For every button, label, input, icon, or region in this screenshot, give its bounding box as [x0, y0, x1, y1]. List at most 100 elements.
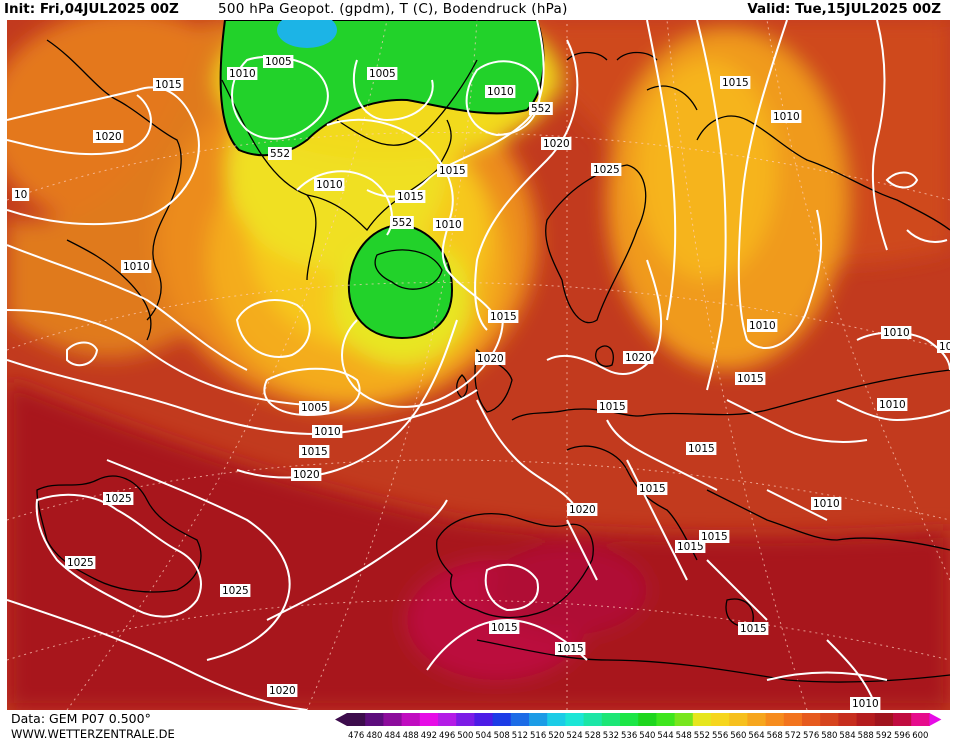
legend-value: 476 — [348, 731, 364, 741]
legend-swatch — [820, 713, 839, 726]
isobar-label: 1020 — [475, 352, 506, 365]
legend-swatch — [383, 713, 403, 726]
svg-text:1005: 1005 — [265, 56, 292, 68]
svg-text:1010: 1010 — [852, 698, 879, 710]
legend-value: 520 — [548, 731, 564, 741]
isobar-label: 1015 — [555, 642, 586, 655]
svg-text:1010: 1010 — [883, 327, 910, 339]
svg-text:552: 552 — [392, 217, 412, 229]
legend-value: 484 — [384, 731, 400, 741]
legend-value: 556 — [712, 731, 728, 741]
isobar-label: 1005 — [367, 67, 398, 80]
isobar-label: 1020 — [567, 503, 598, 516]
svg-text:1025: 1025 — [222, 585, 249, 597]
legend-value: 500 — [457, 731, 473, 741]
legend-value: 480 — [366, 731, 382, 741]
svg-text:1020: 1020 — [543, 138, 570, 150]
legend-swatch — [911, 713, 930, 726]
svg-text:1005: 1005 — [301, 402, 328, 414]
legend-swatch — [401, 713, 421, 726]
legend-value: 492 — [421, 731, 437, 741]
legend-value: 568 — [767, 731, 783, 741]
svg-text:10: 10 — [939, 341, 950, 353]
legend-arrow-right — [929, 713, 942, 726]
isobar-label: 1015 — [153, 78, 184, 91]
isobar-label: 1015 — [720, 76, 751, 89]
svg-text:1025: 1025 — [593, 164, 620, 176]
svg-text:1020: 1020 — [95, 131, 122, 143]
legend-swatch — [583, 713, 603, 726]
init-time: Init: Fri,04JUL2025 00Z — [4, 1, 179, 17]
legend-value: 596 — [894, 731, 910, 741]
legend-value: 512 — [512, 731, 528, 741]
legend-swatch — [601, 713, 621, 726]
isobar-label: 1015 — [299, 445, 330, 458]
legend-swatch — [674, 713, 694, 726]
low-552-north-core — [277, 20, 337, 48]
svg-text:1010: 1010 — [229, 68, 256, 80]
svg-text:1015: 1015 — [677, 541, 704, 553]
legend-swatch — [438, 713, 457, 726]
isobar-label: 1015 — [395, 190, 426, 203]
isobars — [7, 20, 950, 710]
low-552-iceland — [347, 223, 454, 340]
legend-swatch — [838, 713, 858, 726]
legend-swatch — [711, 713, 730, 726]
isobar-label: 552 — [268, 147, 292, 160]
legend-swatch — [747, 713, 767, 726]
svg-text:1015: 1015 — [737, 373, 764, 385]
isobar-label: 1015 — [637, 482, 668, 495]
legend-value: 504 — [475, 731, 491, 741]
svg-text:1025: 1025 — [67, 557, 94, 569]
isobar-label: 1010 — [771, 110, 802, 123]
svg-text:1015: 1015 — [557, 643, 584, 655]
isobar-label: 1025 — [591, 163, 622, 176]
isobar-label: 1015 — [437, 164, 468, 177]
isobar-label: 1020 — [541, 137, 572, 150]
isobar-label: 1015 — [686, 442, 717, 455]
legend-value: 584 — [839, 731, 855, 741]
legend-value: 540 — [639, 731, 655, 741]
legend-swatch — [729, 713, 748, 726]
isobar-label: 1010 — [485, 85, 516, 98]
legend-value: 532 — [603, 731, 619, 741]
valid-time: Valid: Tue,15JUL2025 00Z — [747, 1, 941, 17]
legend-value: 560 — [730, 731, 746, 741]
svg-text:1015: 1015 — [722, 77, 749, 89]
data-source: Data: GEM P07 0.500° — [11, 711, 151, 726]
svg-text:1010: 1010 — [879, 399, 906, 411]
isobar-label: 1010 — [121, 260, 152, 273]
isobar-label: 1020 — [291, 468, 322, 481]
isobar-label: 552 — [390, 216, 414, 229]
isobar-labels: 1005 1010 1005 1010 552 1015 1015 1010 1020 552 10… — [12, 55, 950, 710]
legend-value: 548 — [676, 731, 692, 741]
svg-text:1020: 1020 — [269, 685, 296, 697]
svg-text:1010: 1010 — [487, 86, 514, 98]
footer: Data: GEM P07 0.500° WWW.WETTERZENTRALE.… — [0, 710, 959, 741]
legend-swatch — [656, 713, 676, 726]
legend-swatch — [529, 713, 548, 726]
svg-text:1010: 1010 — [773, 111, 800, 123]
color-legend: 476 480 484 488 492 496 500 504 508 512 516 520 524 5… — [335, 713, 942, 741]
svg-text:1020: 1020 — [569, 504, 596, 516]
isobar-label: 1010 — [314, 178, 345, 191]
isobar-label: 1015 — [675, 540, 706, 553]
legend-value: 544 — [657, 731, 673, 741]
svg-text:1010: 1010 — [813, 498, 840, 510]
isobar-label: 552 — [529, 102, 553, 115]
header-bar: Init: Fri,04JUL2025 00Z 500 hPa Geopot. … — [0, 0, 959, 20]
legend-swatch — [365, 713, 384, 726]
isobar-label: 1010 — [312, 425, 343, 438]
isobar-label: 1015 — [488, 310, 519, 323]
svg-text:1020: 1020 — [625, 352, 652, 364]
legend-swatch — [874, 713, 894, 726]
legend-value: 572 — [785, 731, 801, 741]
svg-text:1015: 1015 — [599, 401, 626, 413]
legend-value: 600 — [912, 731, 928, 741]
legend-swatch — [783, 713, 803, 726]
svg-text:1015: 1015 — [155, 79, 182, 91]
svg-text:1015: 1015 — [439, 165, 466, 177]
svg-text:1010: 1010 — [314, 426, 341, 438]
isobar-label: 1010 — [747, 319, 778, 332]
legend-value: 576 — [803, 731, 819, 741]
